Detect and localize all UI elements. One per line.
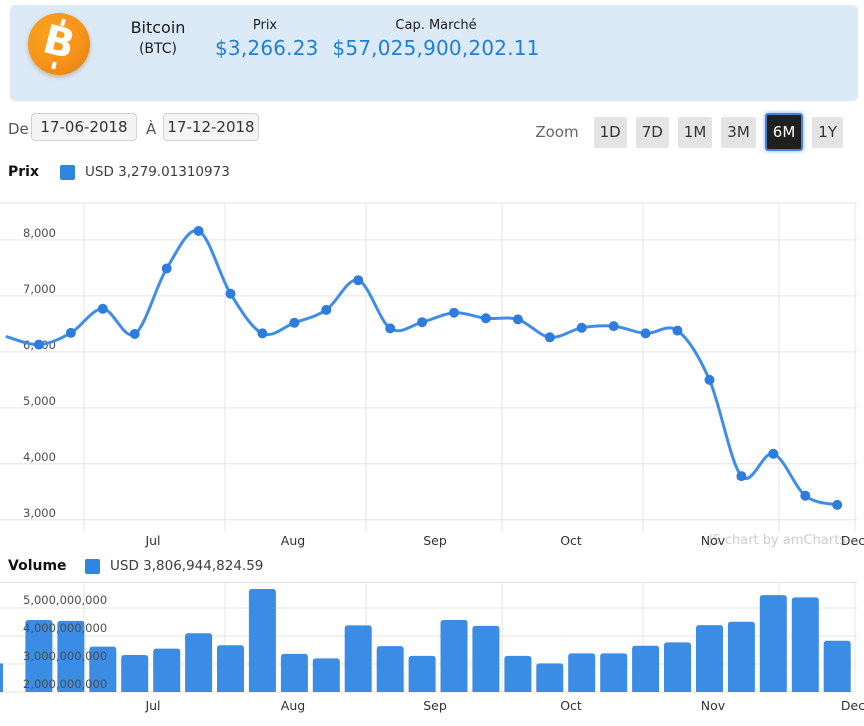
svg-text:Oct: Oct bbox=[560, 533, 582, 548]
price-grid bbox=[0, 202, 857, 532]
price-bullets bbox=[33, 226, 843, 510]
to-date-label: À bbox=[146, 120, 157, 138]
zoom-button-3m[interactable]: 3M bbox=[721, 116, 756, 148]
svg-text:Dec: Dec bbox=[841, 698, 864, 713]
amcharts-watermark: JS chart by amCharts bbox=[708, 533, 847, 548]
zoom-button-1d[interactable]: 1D bbox=[593, 116, 627, 148]
from-date-input[interactable] bbox=[31, 113, 137, 141]
price-legend-swatch-icon bbox=[60, 164, 75, 180]
volume-legend[interactable]: Volume USD 3,806,944,824.59 bbox=[8, 556, 263, 576]
svg-text:4,000: 4,000 bbox=[23, 450, 56, 464]
svg-text:5,000: 5,000 bbox=[23, 394, 56, 408]
svg-text:5,000,000,000: 5,000,000,000 bbox=[23, 593, 107, 607]
zoom-buttons: 1D 7D 1M 3M 6M 1Y bbox=[585, 113, 843, 151]
svg-text:4,000,000,000: 4,000,000,000 bbox=[23, 621, 107, 635]
svg-text:Aug: Aug bbox=[281, 698, 305, 713]
zoom-button-1y[interactable]: 1Y bbox=[812, 116, 843, 148]
svg-text:Nov: Nov bbox=[701, 698, 726, 713]
svg-text:Jul: Jul bbox=[144, 698, 160, 713]
svg-text:Aug: Aug bbox=[281, 533, 305, 548]
marketcap-value: $57,025,900,202.11 bbox=[332, 36, 540, 60]
price-value: $3,266.23 bbox=[215, 36, 319, 60]
svg-text:Sep: Sep bbox=[423, 533, 447, 548]
volume-legend-title: Volume bbox=[8, 558, 67, 574]
svg-text:Jul: Jul bbox=[144, 533, 160, 548]
svg-text:7,000: 7,000 bbox=[23, 282, 56, 296]
svg-text:3,000: 3,000 bbox=[23, 506, 56, 520]
price-legend-title: Prix bbox=[8, 164, 39, 180]
zoom-button-7d[interactable]: 7D bbox=[635, 116, 669, 148]
bitcoin-logo-icon: B bbox=[28, 13, 90, 75]
price-legend[interactable]: Prix USD 3,279.01310973 bbox=[8, 162, 230, 182]
volume-legend-swatch-icon bbox=[85, 558, 100, 574]
volume-bars bbox=[0, 589, 851, 692]
zoom-button-6m[interactable]: 6M bbox=[764, 113, 804, 151]
coin-symbol: (BTC) bbox=[138, 41, 178, 57]
marketcap-label: Cap. Marché bbox=[395, 18, 477, 33]
zoom-button-group: Zoom 1D 7D 1M 3M 6M 1Y bbox=[535, 110, 843, 154]
svg-text:Dec: Dec bbox=[841, 533, 864, 548]
coin-name-block: Bitcoin (BTC) bbox=[113, 18, 203, 57]
zoom-button-1m[interactable]: 1M bbox=[677, 116, 713, 148]
volume-bar-chart[interactable]: 5,000,000,000 4,000,000,000 3,000,000,000 2… bbox=[0, 582, 864, 726]
svg-text:8,000: 8,000 bbox=[23, 226, 56, 240]
svg-text:Oct: Oct bbox=[560, 698, 582, 713]
svg-text:Sep: Sep bbox=[423, 698, 447, 713]
svg-text:2,000,000,000: 2,000,000,000 bbox=[23, 677, 107, 691]
svg-text:3,000,000,000: 3,000,000,000 bbox=[23, 649, 107, 663]
price-legend-value: USD 3,279.01310973 bbox=[85, 164, 230, 180]
to-date-input[interactable] bbox=[163, 113, 259, 141]
volume-legend-value: USD 3,806,944,824.59 bbox=[110, 558, 264, 574]
svg-text:Nov: Nov bbox=[701, 533, 726, 548]
coin-header: B Bitcoin (BTC) Prix $3,266.23 Cap. Marc… bbox=[10, 5, 858, 101]
marketcap-stat: Cap. Marché $57,025,900,202.11 bbox=[331, 18, 541, 60]
price-stat: Prix $3,266.23 bbox=[215, 18, 319, 60]
zoom-label: Zoom bbox=[535, 123, 579, 141]
price-label: Prix bbox=[252, 18, 278, 33]
coin-name: Bitcoin bbox=[130, 18, 186, 37]
from-date-label: De bbox=[8, 120, 29, 138]
